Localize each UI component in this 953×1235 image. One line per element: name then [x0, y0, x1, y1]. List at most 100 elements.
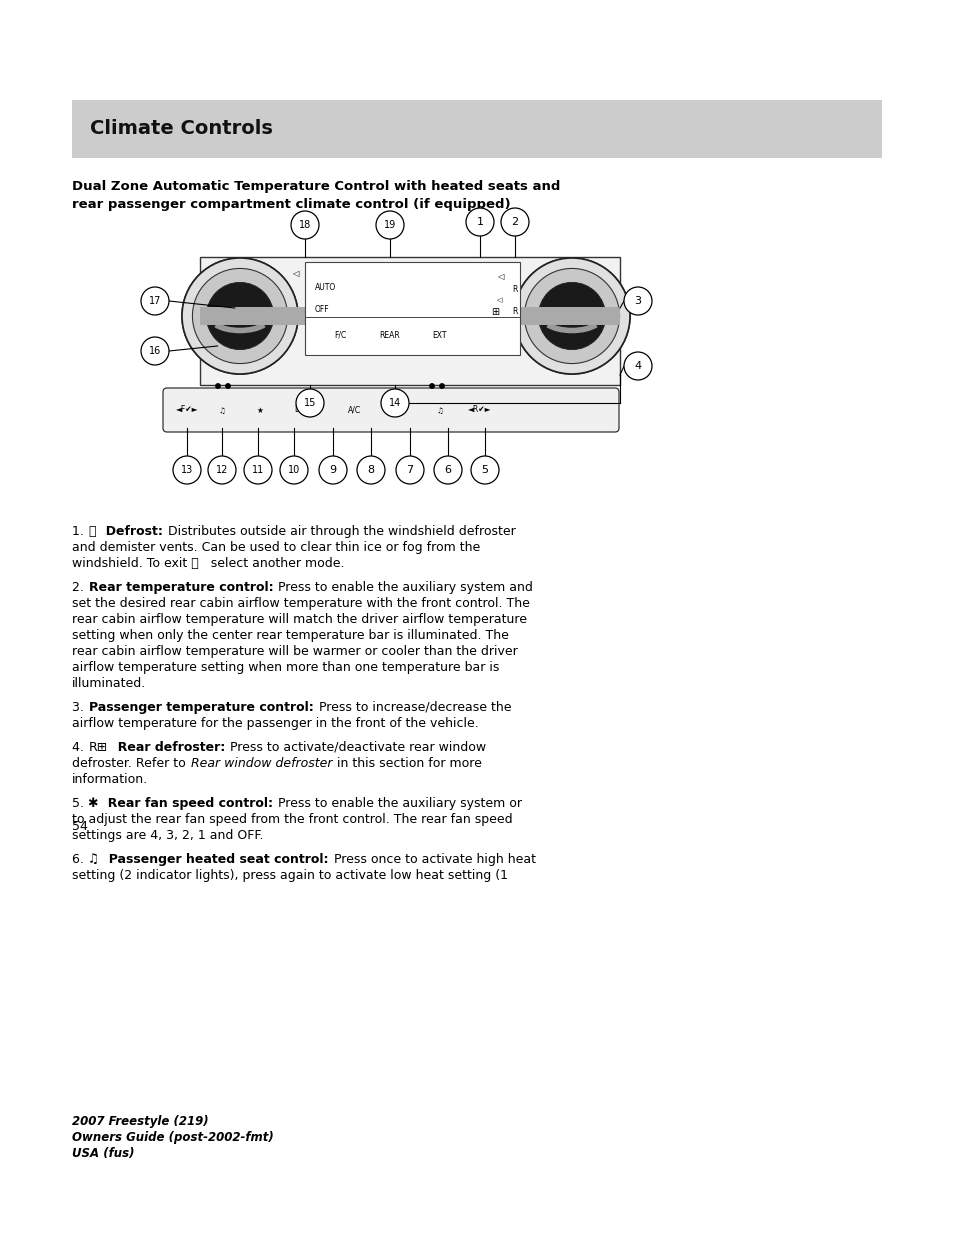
Circle shape — [206, 283, 274, 350]
Text: 12: 12 — [215, 466, 228, 475]
Circle shape — [141, 287, 169, 315]
Text: 5. ✱: 5. ✱ — [71, 797, 98, 810]
Text: ◁: ◁ — [497, 273, 503, 282]
Circle shape — [193, 268, 287, 363]
Text: 11: 11 — [252, 466, 264, 475]
Text: R: R — [512, 285, 517, 294]
Text: Dual Zone Automatic Temperature Control with heated seats and: Dual Zone Automatic Temperature Control … — [71, 180, 559, 193]
Text: 1: 1 — [476, 217, 483, 227]
Text: 8: 8 — [367, 466, 375, 475]
Circle shape — [295, 389, 324, 417]
FancyBboxPatch shape — [163, 388, 618, 432]
Circle shape — [623, 352, 651, 380]
Text: AUTO: AUTO — [314, 283, 335, 291]
Bar — [200, 257, 619, 385]
Text: airflow temperature for the passenger in the front of the vehicle.: airflow temperature for the passenger in… — [71, 718, 478, 730]
Text: EXT: EXT — [433, 331, 447, 340]
Text: 5: 5 — [481, 466, 488, 475]
Text: information.: information. — [71, 773, 148, 785]
Text: 2: 2 — [511, 217, 518, 227]
Text: 4: 4 — [634, 361, 640, 370]
Text: Press to activate/deactivate rear window: Press to activate/deactivate rear window — [226, 741, 486, 755]
Text: setting (2 indicator lights), press again to activate low heat setting (1: setting (2 indicator lights), press agai… — [71, 869, 507, 882]
Circle shape — [375, 211, 403, 240]
Circle shape — [537, 283, 605, 350]
Circle shape — [226, 384, 230, 388]
Text: □: □ — [395, 405, 403, 415]
Circle shape — [172, 456, 201, 484]
Text: 54: 54 — [71, 820, 88, 832]
Text: 18: 18 — [298, 220, 311, 230]
Circle shape — [208, 456, 235, 484]
Text: DUAL: DUAL — [294, 405, 315, 415]
Text: Passenger temperature control:: Passenger temperature control: — [89, 701, 314, 714]
Text: rear cabin airflow temperature will be warmer or cooler than the driver: rear cabin airflow temperature will be w… — [71, 645, 517, 658]
Text: 3: 3 — [634, 296, 640, 306]
Text: defroster. Refer to: defroster. Refer to — [71, 757, 190, 769]
Text: Rear defroster:: Rear defroster: — [109, 741, 225, 755]
Text: Distributes outside air through the windshield defroster: Distributes outside air through the wind… — [164, 525, 516, 538]
Text: 6: 6 — [444, 466, 451, 475]
Text: rear cabin airflow temperature will match the driver airflow temperature: rear cabin airflow temperature will matc… — [71, 613, 526, 626]
Text: Press to enable the auxiliary system or: Press to enable the auxiliary system or — [274, 797, 522, 810]
Text: ⊞: ⊞ — [491, 308, 498, 317]
Circle shape — [465, 207, 494, 236]
Circle shape — [244, 456, 272, 484]
Circle shape — [380, 389, 409, 417]
Text: 1.: 1. — [71, 525, 88, 538]
Text: rear passenger compartment climate control (if equipped): rear passenger compartment climate contr… — [71, 198, 510, 211]
Text: windshield. To exit ⓓ   select another mode.: windshield. To exit ⓓ select another mod… — [71, 557, 344, 571]
Circle shape — [439, 384, 444, 388]
Circle shape — [434, 456, 461, 484]
Circle shape — [430, 384, 434, 388]
Text: 3.: 3. — [71, 701, 88, 714]
Bar — [305, 262, 519, 354]
Text: REAR: REAR — [379, 331, 400, 340]
Text: 6. ♫: 6. ♫ — [71, 853, 99, 866]
Circle shape — [500, 207, 529, 236]
Text: Climate Controls: Climate Controls — [90, 120, 273, 138]
Text: R⊞: R⊞ — [89, 741, 108, 755]
Circle shape — [514, 258, 629, 374]
Text: Passenger heated seat control:: Passenger heated seat control: — [100, 853, 328, 866]
Text: Owners Guide (post-2002-fmt): Owners Guide (post-2002-fmt) — [71, 1131, 274, 1144]
Text: F/C: F/C — [334, 331, 346, 340]
Text: ⓓ: ⓓ — [89, 525, 96, 538]
Circle shape — [524, 268, 618, 363]
Text: 7: 7 — [406, 466, 414, 475]
Text: Defrost:: Defrost: — [97, 525, 163, 538]
Text: 15: 15 — [303, 398, 315, 408]
Circle shape — [206, 283, 274, 350]
Text: Press to increase/decrease the: Press to increase/decrease the — [314, 701, 511, 714]
Circle shape — [623, 287, 651, 315]
Text: to adjust the rear fan speed from the front control. The rear fan speed: to adjust the rear fan speed from the fr… — [71, 813, 512, 826]
Text: ★: ★ — [256, 405, 263, 415]
Text: settings are 4, 3, 2, 1 and OFF.: settings are 4, 3, 2, 1 and OFF. — [71, 829, 263, 842]
Text: ◁: ◁ — [292, 269, 298, 279]
Text: Rear temperature control:: Rear temperature control: — [89, 580, 274, 594]
Text: ♫: ♫ — [436, 405, 443, 415]
Circle shape — [514, 258, 629, 374]
Circle shape — [318, 456, 347, 484]
Text: R: R — [512, 308, 517, 316]
Bar — [71, 100, 882, 158]
Text: 13: 13 — [181, 466, 193, 475]
Text: setting when only the center rear temperature bar is illuminated. The: setting when only the center rear temper… — [71, 629, 508, 642]
Text: 16: 16 — [149, 346, 161, 356]
Text: USA (fus): USA (fus) — [71, 1147, 134, 1160]
Circle shape — [356, 456, 385, 484]
Text: 19: 19 — [383, 220, 395, 230]
Text: Rear window defroster: Rear window defroster — [191, 757, 332, 769]
Text: 2.: 2. — [71, 580, 88, 594]
Circle shape — [215, 384, 220, 388]
Text: 17: 17 — [149, 296, 161, 306]
Text: 10: 10 — [288, 466, 300, 475]
Text: ◄F✔►: ◄F✔► — [175, 405, 198, 415]
Text: Press to enable the auxiliary system and: Press to enable the auxiliary system and — [274, 580, 533, 594]
Circle shape — [182, 258, 297, 374]
Circle shape — [291, 211, 318, 240]
Circle shape — [193, 268, 287, 363]
Circle shape — [280, 456, 308, 484]
Text: and demister vents. Can be used to clear thin ice or fog from the: and demister vents. Can be used to clear… — [71, 541, 479, 555]
Text: ◄R✔►: ◄R✔► — [468, 405, 491, 415]
